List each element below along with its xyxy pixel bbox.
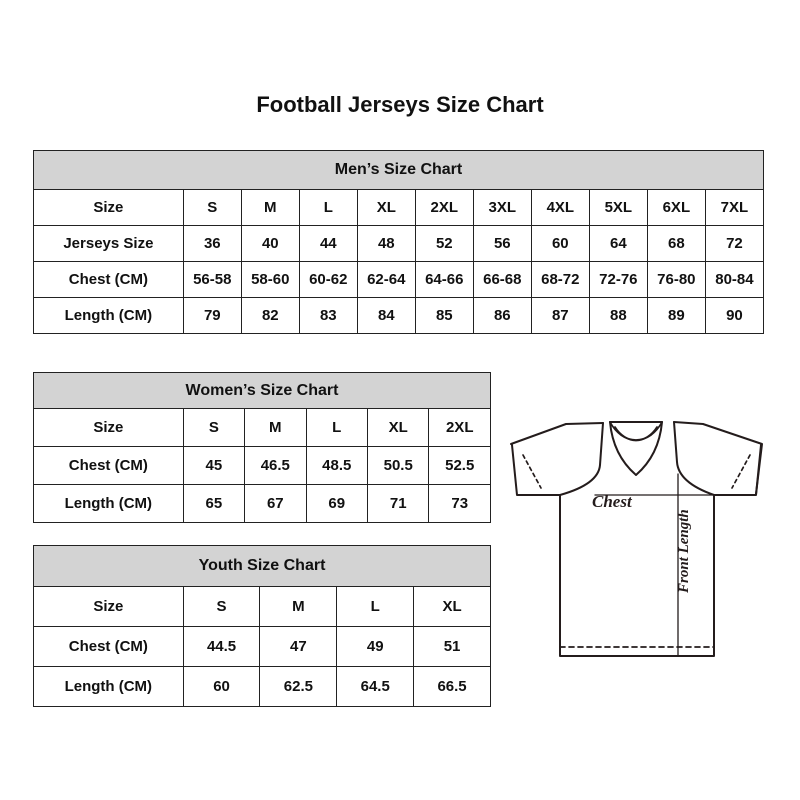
svg-text:Chest: Chest	[592, 492, 633, 511]
svg-text:Front Length: Front Length	[676, 509, 692, 594]
